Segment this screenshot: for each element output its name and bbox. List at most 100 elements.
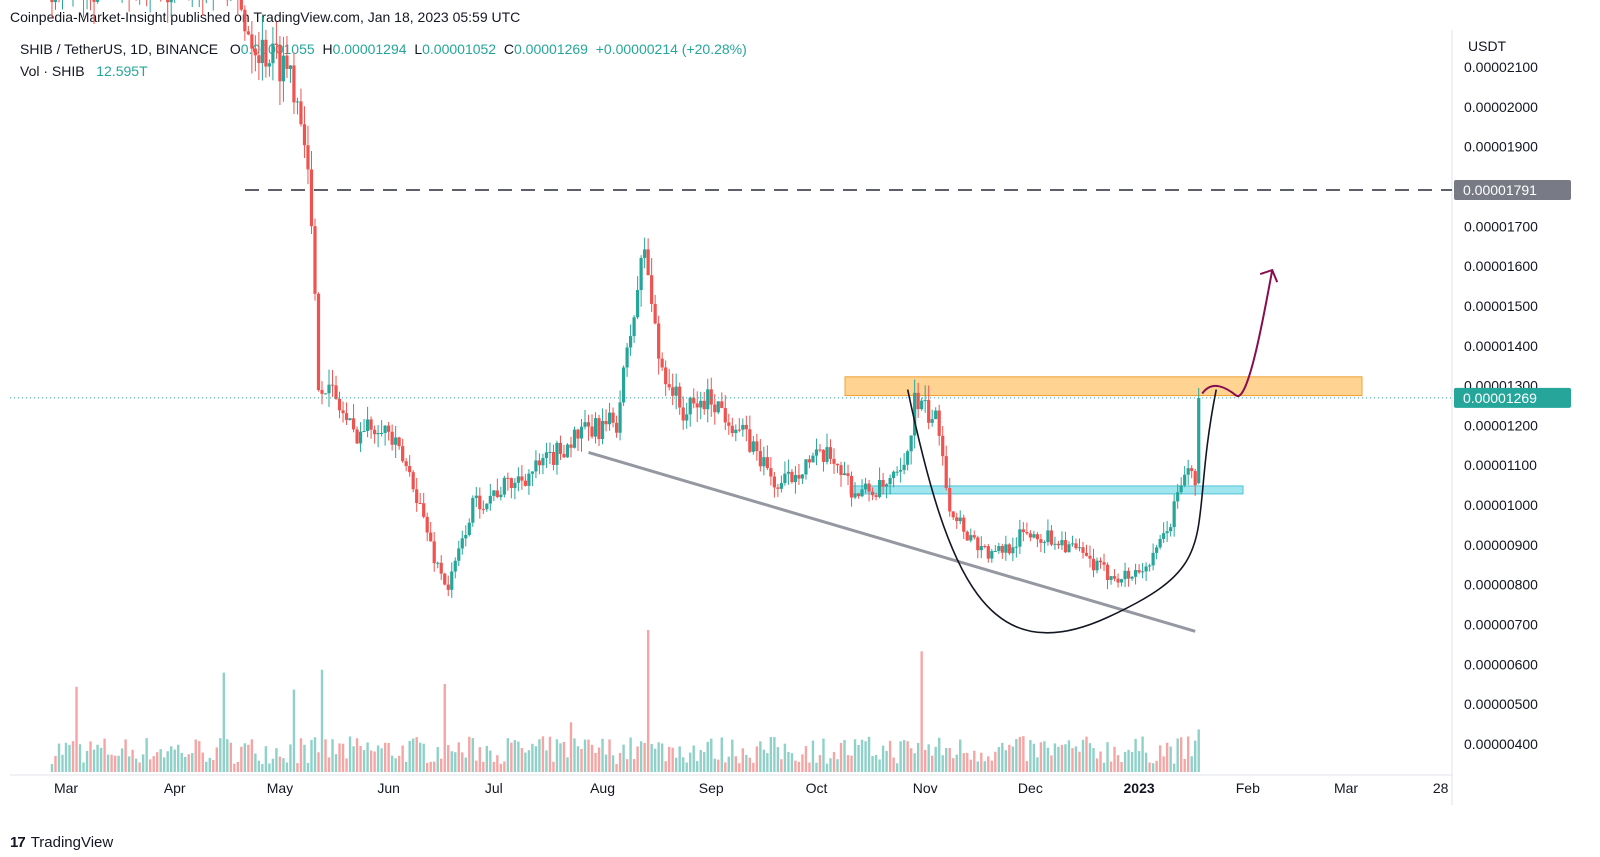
candle-body xyxy=(523,480,527,486)
volume-label[interactable]: Vol · SHIB xyxy=(20,63,85,79)
volume-bar xyxy=(811,740,815,772)
candle-body xyxy=(1165,531,1169,534)
candle-body xyxy=(467,522,471,535)
candle-body xyxy=(772,476,776,488)
candle-body xyxy=(95,0,100,2)
volume-bar xyxy=(127,756,131,772)
candle-body xyxy=(730,425,734,434)
volume-bar xyxy=(1067,740,1071,772)
volume-bar xyxy=(1078,751,1081,772)
volume-bar xyxy=(881,745,885,772)
candle-body xyxy=(1011,547,1015,554)
candle-body xyxy=(748,429,752,452)
candle-body xyxy=(243,9,247,32)
low-value: 0.00001052 xyxy=(422,41,497,57)
candle-body xyxy=(839,465,843,475)
candle-body xyxy=(625,347,629,368)
volume-bar xyxy=(278,756,282,772)
volume-bar xyxy=(930,755,934,772)
volume-bar xyxy=(601,738,604,772)
candle-body xyxy=(674,386,678,396)
candle-body xyxy=(863,483,868,490)
time-axis[interactable]: Mar Apr May Jun Jul Aug Sep Oct Nov Dec 2023 Feb Mar… xyxy=(54,780,1449,796)
volume-bar xyxy=(717,759,720,772)
last-price-label-bg xyxy=(1454,387,1571,408)
candle-body xyxy=(365,419,370,432)
arrow-head-icon xyxy=(1259,268,1279,283)
price-tick-label: 0.00001600 xyxy=(1464,258,1538,274)
candle-body xyxy=(741,424,745,430)
price-tick-label: 0.00001100 xyxy=(1464,457,1537,473)
time-tick-label: Mar xyxy=(1334,780,1358,796)
candle-body xyxy=(990,551,994,559)
volume-bar xyxy=(689,752,692,772)
volume-bar xyxy=(878,759,881,772)
candle-body xyxy=(260,39,264,64)
volume-bar xyxy=(387,742,390,772)
candle-body xyxy=(941,435,945,457)
candle-body xyxy=(727,422,731,426)
volume-bar xyxy=(1134,738,1137,772)
volume-bar xyxy=(404,761,408,772)
candle-body xyxy=(478,495,482,510)
volume-bar xyxy=(464,757,467,772)
price-axis[interactable]: 0.000021000.000020000.000019000.00001800… xyxy=(1454,59,1571,752)
candle-body xyxy=(755,441,759,452)
candle-body xyxy=(1077,547,1082,549)
volume-bar xyxy=(250,739,254,772)
candle-body xyxy=(786,471,791,474)
candle-body xyxy=(397,437,401,447)
volume-bar xyxy=(184,756,187,772)
time-tick-label: Sep xyxy=(699,780,724,796)
volume-bar xyxy=(482,761,485,772)
volume-bar xyxy=(790,753,794,772)
volume-bar xyxy=(496,755,499,772)
volume-bar xyxy=(177,744,180,772)
symbol-label[interactable]: SHIB / TetherUS, 1D, BINANCE xyxy=(20,41,219,57)
volume-bar xyxy=(1099,751,1102,772)
candle-body xyxy=(695,403,699,408)
volume-bar xyxy=(411,738,415,772)
volume-bar xyxy=(236,761,240,772)
volume-bar xyxy=(895,763,899,772)
volume-bar xyxy=(1018,736,1022,772)
volume-bar xyxy=(418,742,422,772)
volume-bar xyxy=(625,759,629,772)
volume-bar xyxy=(187,754,190,772)
candle-body xyxy=(50,0,54,3)
volume-bar xyxy=(846,755,850,772)
candle-body xyxy=(341,410,345,414)
candle-body xyxy=(432,541,436,564)
price-tick-label: 0.00000500 xyxy=(1464,696,1538,712)
volume-bar xyxy=(608,739,611,772)
volume-bar xyxy=(264,746,268,772)
candle-body xyxy=(1197,397,1201,484)
volume-bar xyxy=(352,746,355,772)
candle-body xyxy=(362,431,366,433)
volume-bar xyxy=(373,751,376,772)
volume-bar xyxy=(552,761,555,772)
change-value: +0.00000214 (+20.28%) xyxy=(595,41,747,57)
support-zone xyxy=(849,485,1244,495)
candle-body xyxy=(818,449,822,451)
volume-bar xyxy=(454,752,457,772)
candle-body xyxy=(849,475,854,498)
candle-body xyxy=(709,389,713,405)
candle-body xyxy=(429,532,433,542)
footer: 17 TradingView xyxy=(10,834,113,851)
candle-body xyxy=(765,457,769,469)
volume-bar xyxy=(1095,758,1099,772)
candle-body xyxy=(278,44,282,82)
volume-bar xyxy=(492,761,496,772)
volume-bar xyxy=(440,758,443,772)
volume-bar xyxy=(990,760,994,772)
candle-body xyxy=(1007,544,1011,554)
volume-bar xyxy=(50,763,54,772)
candle-body xyxy=(411,472,415,490)
candle-body xyxy=(930,419,934,423)
volume-bar xyxy=(938,737,941,772)
volume-bar xyxy=(1169,746,1172,772)
candle-body xyxy=(348,418,352,421)
volume-bar xyxy=(674,757,678,772)
